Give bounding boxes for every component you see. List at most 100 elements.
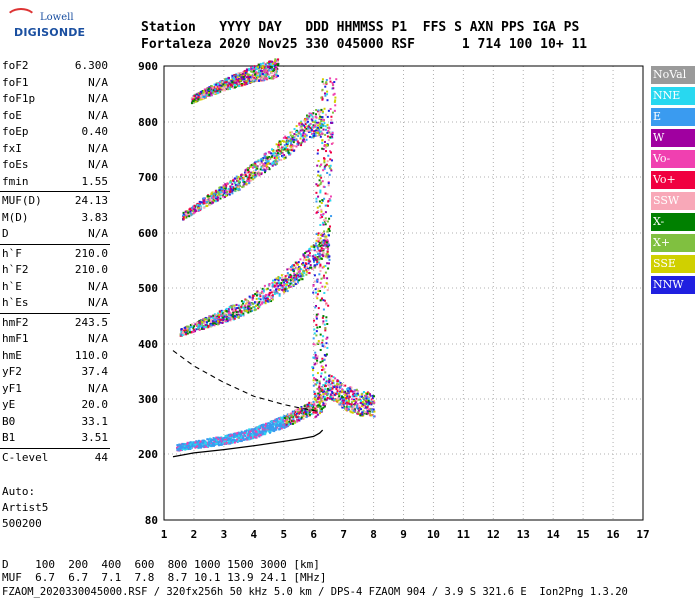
echo-dot xyxy=(314,126,317,129)
echo-dot xyxy=(347,387,350,390)
echo-dot xyxy=(319,130,322,133)
echo-dot xyxy=(199,444,202,447)
echo-dot xyxy=(265,77,268,80)
echo-dot xyxy=(302,131,305,134)
echo-dot xyxy=(195,324,198,327)
echo-dot xyxy=(201,324,204,327)
echo-dot xyxy=(256,290,259,293)
echo-dot xyxy=(341,389,344,392)
echo-dot xyxy=(250,432,253,435)
echo-dot xyxy=(326,250,329,253)
echo-dot xyxy=(329,387,332,390)
echo-dot xyxy=(293,276,296,279)
echo-dot xyxy=(353,389,356,392)
echo-dot xyxy=(231,85,234,88)
echo-dot xyxy=(236,307,239,310)
echo-dot xyxy=(219,321,222,324)
echo-dot xyxy=(311,133,314,136)
echo-dot xyxy=(255,433,258,436)
echo-dot xyxy=(276,292,279,295)
echo-dot xyxy=(230,80,233,83)
echo-dot xyxy=(220,189,223,192)
echo-dot xyxy=(248,180,251,183)
echo-dot xyxy=(330,118,333,121)
echo-dot xyxy=(265,164,268,167)
echo-dot xyxy=(367,392,370,395)
echo-dot xyxy=(234,187,237,190)
echo-dot xyxy=(310,136,313,139)
echo-dot xyxy=(302,138,305,141)
echo-dot xyxy=(235,303,238,306)
echo-dot xyxy=(302,409,305,412)
echo-dot xyxy=(265,293,268,296)
echo-dot xyxy=(245,299,248,302)
echo-dot xyxy=(287,286,290,289)
echo-dot xyxy=(330,169,333,172)
echo-dot xyxy=(365,408,368,411)
echo-dot xyxy=(258,430,261,433)
echo-dot xyxy=(186,441,189,444)
echo-dot xyxy=(326,389,329,392)
echo-dot xyxy=(305,406,308,409)
echo-dot xyxy=(328,227,331,230)
echo-dot xyxy=(328,165,331,168)
echo-dot xyxy=(332,382,335,385)
echo-dot xyxy=(293,136,296,139)
echo-dot xyxy=(304,120,307,123)
echo-dot xyxy=(324,146,327,149)
echo-dot xyxy=(321,132,324,135)
echo-dot xyxy=(192,209,195,212)
x-tick-label: 13 xyxy=(517,528,530,541)
echo-dot xyxy=(252,305,255,308)
echo-dot xyxy=(286,422,289,425)
echo-dot xyxy=(210,201,213,204)
echo-dot xyxy=(308,409,311,412)
echo-dot xyxy=(321,80,324,83)
echo-dot xyxy=(281,152,284,155)
param-row: h`F2 210.0 xyxy=(0,262,110,279)
echo-dot xyxy=(179,447,182,450)
echo-dot xyxy=(313,134,316,137)
echo-dot xyxy=(299,129,302,132)
echo-dot xyxy=(274,155,277,158)
echo-dot xyxy=(254,308,257,311)
echo-dot xyxy=(316,372,319,375)
echo-dot xyxy=(242,180,245,183)
echo-dot xyxy=(203,92,206,95)
echo-dot xyxy=(319,281,322,284)
echo-dot xyxy=(247,429,250,432)
param-value: 210.0 xyxy=(74,246,108,260)
echo-dot xyxy=(319,124,322,127)
echo-dot xyxy=(332,379,335,382)
echo-dot xyxy=(277,63,280,66)
echo-dot xyxy=(323,299,326,302)
echo-dot xyxy=(291,422,294,425)
echo-dot xyxy=(315,383,318,386)
echo-dot xyxy=(302,411,305,414)
echo-dot xyxy=(234,75,237,78)
echo-dot xyxy=(324,345,327,348)
echo-dot xyxy=(193,204,196,207)
echo-dot xyxy=(212,442,215,445)
echo-dot xyxy=(319,290,322,293)
echo-dot xyxy=(297,261,300,264)
autoscaling-info: Auto: Artist5 500200 xyxy=(2,484,48,532)
echo-dot xyxy=(264,422,267,425)
echo-dot xyxy=(364,402,367,405)
echo-dot xyxy=(202,318,205,321)
echo-dot xyxy=(315,211,318,214)
echo-dot xyxy=(313,377,316,380)
echo-dot xyxy=(259,424,262,427)
echo-dot xyxy=(314,124,317,127)
echo-dot xyxy=(232,189,235,192)
echo-dot xyxy=(324,376,327,379)
echo-dot xyxy=(337,398,340,401)
echo-dot xyxy=(285,425,288,428)
echo-dot xyxy=(317,210,320,213)
echo-dot xyxy=(182,218,185,221)
x-tick-label: 5 xyxy=(280,528,287,541)
echo-dot xyxy=(299,410,302,413)
echo-dot xyxy=(322,402,325,405)
echo-dot xyxy=(248,79,251,82)
